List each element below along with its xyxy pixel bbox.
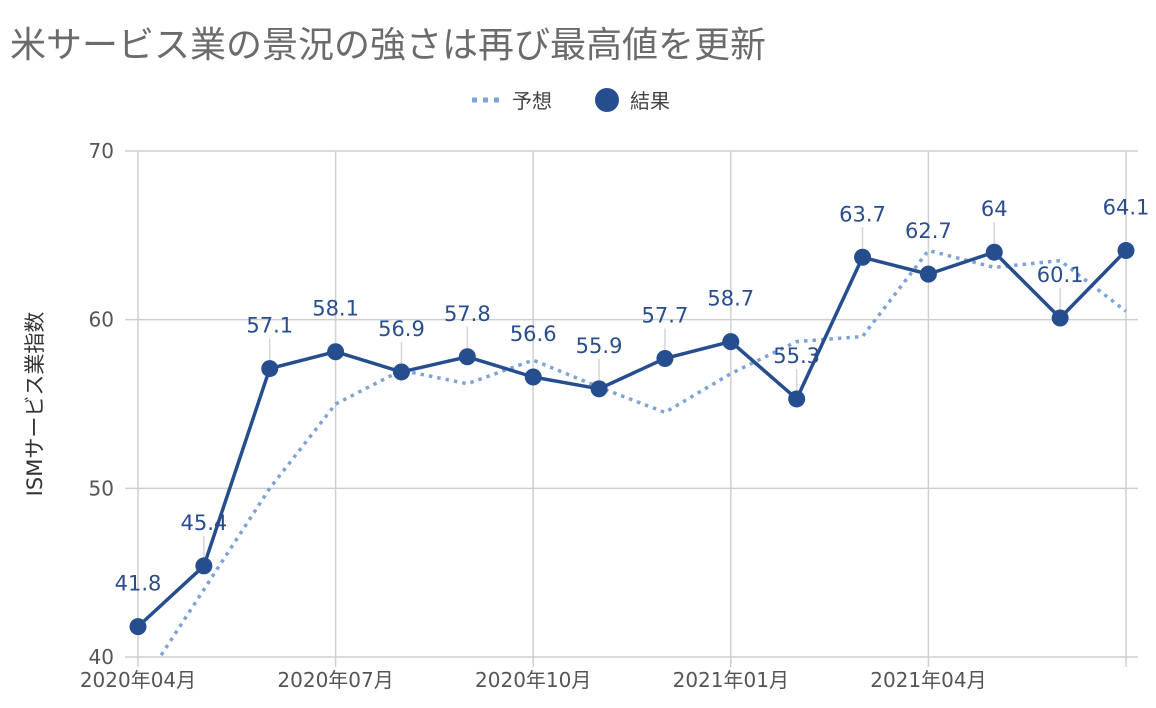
- y-axis: 40 50 60 70: [89, 139, 114, 669]
- data-label: 64.1: [1103, 196, 1150, 220]
- y-tick-label: 70: [89, 139, 114, 163]
- data-label: 55.3: [773, 344, 820, 368]
- x-axis: 2020年04月 2020年07月 2020年10月 2021年01月 2021年04月: [80, 668, 987, 692]
- data-label: 62.7: [905, 219, 952, 243]
- data-label: 57.8: [444, 302, 491, 326]
- x-tick-label: 2021年04月: [870, 668, 986, 692]
- data-point: [458, 348, 476, 366]
- data-point: [129, 618, 147, 636]
- x-tick-label: 2021年01月: [673, 668, 789, 692]
- data-label: 57.7: [642, 303, 689, 327]
- data-point: [1117, 242, 1135, 260]
- chart-title: 米サービス業の景況の強さは再び最高値を更新: [10, 25, 767, 66]
- actual-line: [136, 249, 1128, 628]
- data-point: [524, 368, 542, 386]
- data-label: 57.1: [246, 314, 293, 338]
- data-point: [1051, 309, 1069, 327]
- data-label: 56.9: [378, 317, 425, 341]
- legend-actual-swatch: [595, 88, 619, 112]
- x-tick-label: 2020年04月: [80, 668, 196, 692]
- y-tick-label: 50: [89, 476, 114, 500]
- data-point: [327, 343, 345, 361]
- data-point: [985, 243, 1003, 261]
- legend: 予想 結果: [472, 88, 670, 113]
- data-label: 64: [981, 197, 1008, 221]
- data-point: [919, 265, 937, 283]
- data-point: [854, 248, 872, 266]
- data-point: [722, 333, 740, 351]
- data-label: 56.6: [510, 322, 557, 346]
- x-tick-label: 2020年07月: [277, 668, 393, 692]
- y-axis-label: ISMサービス業指数: [23, 312, 47, 497]
- data-point: [195, 557, 213, 575]
- data-label: 41.8: [115, 572, 162, 596]
- data-point: [590, 380, 608, 398]
- y-tick-label: 60: [89, 308, 114, 332]
- series-actual: 41.8 45.4 57.1 58.1 56.9 57.8 56.6 55.9 57.7 58.7…: [115, 196, 1150, 636]
- grid: [125, 150, 1138, 667]
- legend-forecast-label: 予想: [512, 89, 552, 113]
- data-point: [656, 349, 674, 367]
- forecast-line: [157, 248, 1128, 657]
- data-point: [788, 390, 806, 408]
- x-tick-label: 2020年10月: [475, 668, 591, 692]
- data-label: 58.7: [707, 287, 754, 311]
- data-label: 55.9: [576, 334, 623, 358]
- data-label: 45.4: [180, 511, 227, 535]
- data-label: 63.7: [839, 202, 886, 226]
- data-point: [261, 360, 279, 378]
- data-point: [392, 363, 410, 381]
- y-tick-label: 40: [89, 645, 114, 669]
- legend-actual-label: 結果: [630, 89, 670, 113]
- data-label: 60.1: [1037, 263, 1084, 287]
- data-label: 58.1: [312, 297, 359, 321]
- series-forecast: [157, 248, 1128, 657]
